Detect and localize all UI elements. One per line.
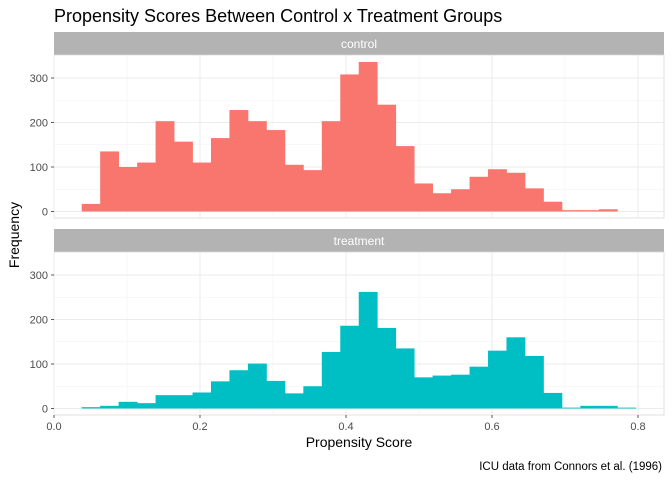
y-tick-label: 0 bbox=[42, 404, 48, 416]
histogram-bar-treatment bbox=[395, 348, 415, 409]
histogram-bar-control bbox=[488, 169, 507, 212]
histogram-bar-control bbox=[580, 210, 600, 212]
histogram-bar-control bbox=[432, 193, 452, 212]
histogram-bar-treatment bbox=[192, 392, 212, 409]
histogram-bar-treatment bbox=[174, 395, 193, 409]
x-axis-title: Propensity Score bbox=[306, 434, 413, 450]
histogram-bar-control bbox=[229, 110, 249, 212]
histogram-bar-control bbox=[469, 176, 489, 212]
histogram-bar-treatment bbox=[377, 327, 397, 409]
histogram-bar-control bbox=[192, 162, 212, 212]
y-ticks-control: 0 100 200 300 bbox=[30, 73, 54, 219]
histogram-bar-control bbox=[321, 121, 341, 212]
histogram-bar-treatment bbox=[469, 366, 489, 409]
y-tick-label: 0 bbox=[42, 207, 48, 219]
histogram-bar-control bbox=[303, 170, 323, 212]
histogram-bar-control bbox=[81, 203, 101, 212]
histogram-bar-control bbox=[506, 172, 526, 212]
histogram-bar-treatment bbox=[229, 370, 249, 409]
histogram-bar-treatment bbox=[100, 405, 120, 409]
y-tick-label: 300 bbox=[30, 73, 48, 85]
x-tick-label: 0.4 bbox=[338, 421, 353, 433]
histogram-bar-treatment bbox=[617, 407, 637, 409]
histogram-bar-treatment bbox=[321, 351, 341, 409]
histogram-bar-treatment bbox=[340, 325, 360, 409]
histogram-bar-treatment bbox=[358, 291, 378, 409]
histogram-bar-control bbox=[137, 162, 156, 212]
y-tick-label: 100 bbox=[30, 359, 48, 371]
y-ticks-treatment: 0 100 200 300 bbox=[30, 270, 54, 416]
y-tick-label: 300 bbox=[30, 270, 48, 282]
histogram-bar-treatment bbox=[247, 363, 267, 409]
histogram-bar-control bbox=[598, 209, 618, 212]
histogram-bar-control bbox=[358, 61, 378, 212]
histogram-bar-treatment bbox=[598, 405, 618, 409]
histogram-bar-treatment bbox=[451, 374, 470, 409]
histogram-bar-control bbox=[100, 151, 120, 212]
histogram-bar-control bbox=[284, 164, 304, 212]
histogram-bar-treatment bbox=[303, 386, 323, 409]
y-tick-label: 200 bbox=[30, 315, 48, 327]
histogram-bar-control bbox=[247, 121, 267, 212]
histogram-bar-treatment bbox=[284, 393, 304, 409]
y-tick-label: 100 bbox=[30, 162, 48, 174]
histogram-bar-control bbox=[340, 74, 360, 212]
panel-control: control 0 100 200 300 bbox=[30, 32, 665, 219]
histogram-bar-control bbox=[451, 189, 470, 212]
strip-treatment bbox=[54, 229, 664, 252]
histogram-bar-treatment bbox=[432, 375, 452, 409]
histogram-bar-control bbox=[155, 121, 175, 212]
histogram-bar-treatment bbox=[81, 407, 101, 409]
histogram-bar-treatment bbox=[137, 403, 156, 409]
x-axis-ticks: 0.0 0.2 0.4 0.6 0.8 bbox=[46, 415, 646, 433]
histogram-bar-control bbox=[377, 104, 397, 212]
x-tick-label: 0.8 bbox=[630, 421, 645, 433]
histogram-bar-control bbox=[118, 167, 138, 212]
histogram-bar-control bbox=[414, 183, 434, 212]
histogram-bar-control bbox=[266, 130, 286, 212]
panel-treatment: treatment 0 100 200 300 bbox=[30, 229, 665, 416]
histogram-bar-treatment bbox=[580, 405, 600, 409]
histogram-bar-treatment bbox=[506, 337, 526, 409]
histogram-bar-control bbox=[174, 141, 193, 212]
histogram-bar-control bbox=[395, 146, 415, 212]
histogram-bar-treatment bbox=[488, 350, 507, 409]
histogram-bar-treatment bbox=[524, 355, 544, 409]
y-tick-label: 200 bbox=[30, 118, 48, 130]
histogram-bar-treatment bbox=[561, 407, 581, 409]
histogram-bar-control bbox=[210, 138, 230, 212]
histogram-bar-treatment bbox=[210, 381, 230, 409]
strip-label-treatment: treatment bbox=[334, 234, 385, 248]
histogram-bar-control bbox=[543, 201, 563, 212]
histogram-bar-control bbox=[561, 210, 581, 212]
histogram-bar-control bbox=[524, 188, 544, 212]
strip-label-control: control bbox=[341, 37, 377, 51]
histogram-bar-treatment bbox=[543, 392, 563, 409]
x-tick-label: 0.2 bbox=[192, 421, 207, 433]
chart-caption: ICU data from Connors et al. (1996) bbox=[479, 461, 662, 473]
bars-control bbox=[81, 61, 618, 212]
histogram-bar-treatment bbox=[118, 401, 138, 409]
bars-treatment bbox=[81, 291, 637, 409]
histogram-bar-treatment bbox=[414, 377, 434, 409]
histogram-bar-treatment bbox=[155, 395, 175, 409]
x-tick-label: 0.6 bbox=[484, 421, 499, 433]
y-axis-title: Frequency bbox=[6, 202, 22, 268]
histogram-bar-treatment bbox=[266, 380, 286, 409]
x-tick-label: 0.0 bbox=[46, 421, 61, 433]
strip-control bbox=[54, 32, 664, 55]
chart-title: Propensity Scores Between Control x Trea… bbox=[54, 6, 502, 26]
